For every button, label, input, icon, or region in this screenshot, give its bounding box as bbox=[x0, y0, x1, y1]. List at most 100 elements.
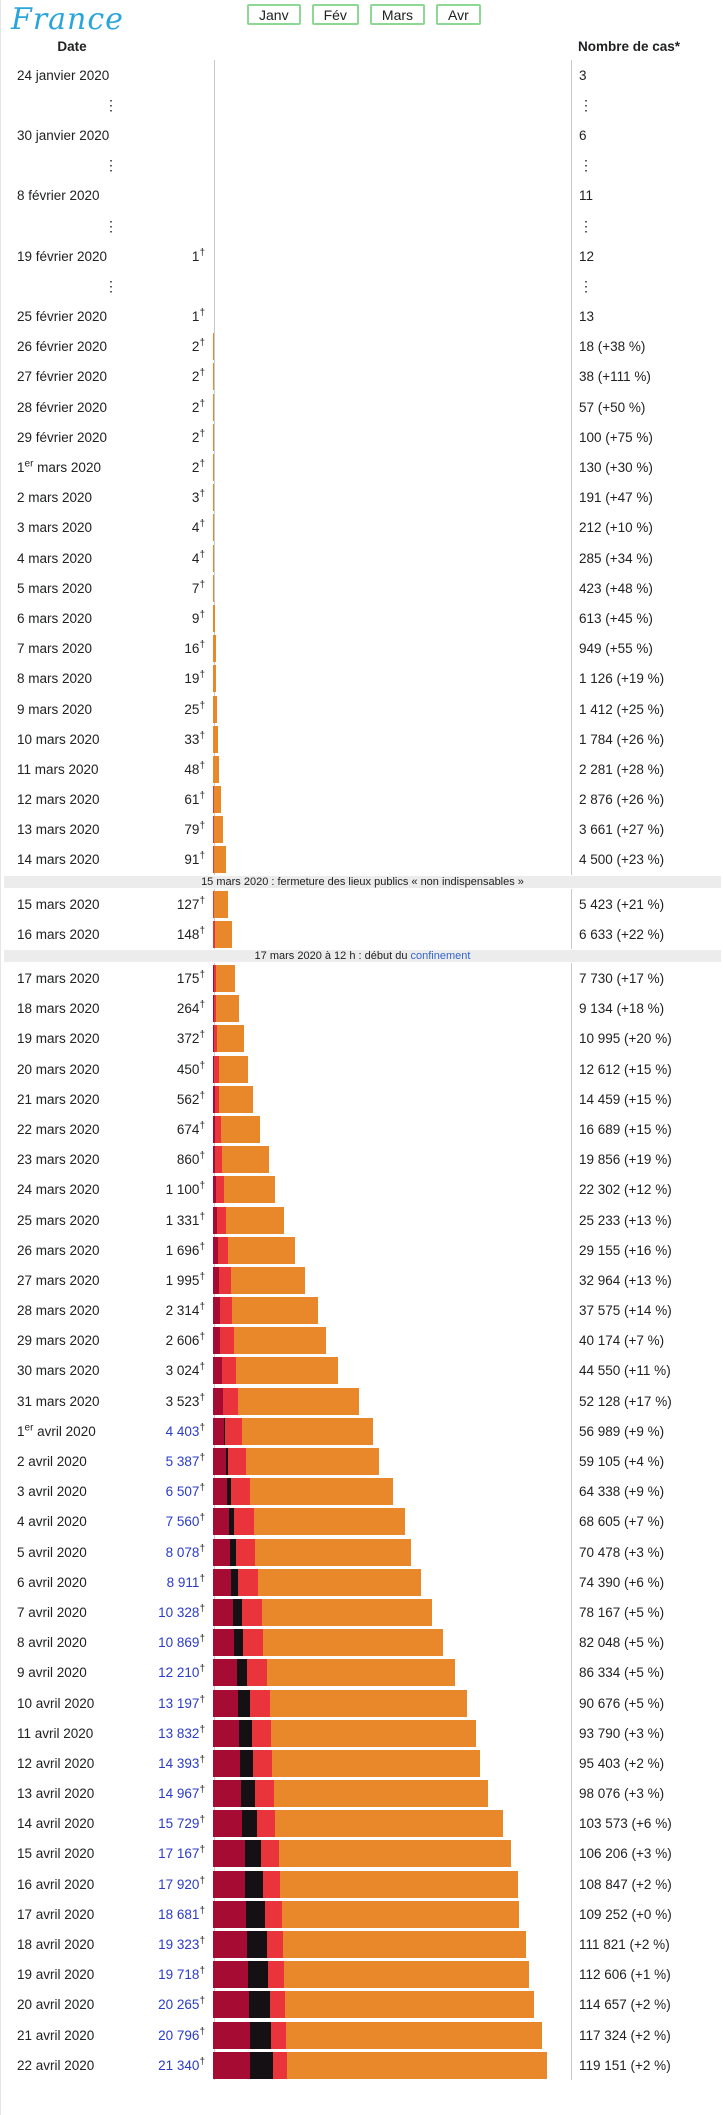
dagger-icon: † bbox=[199, 1935, 205, 1947]
death-toll[interactable]: 21 340† bbox=[158, 2057, 205, 2073]
bar-segment-black bbox=[250, 2051, 273, 2079]
cases-value: 1 126 (+19 %) bbox=[579, 671, 665, 687]
annotation-link[interactable]: confinement bbox=[410, 950, 471, 963]
death-toll-number[interactable]: 8 078 bbox=[165, 1544, 200, 1560]
date-deaths-cell: 9 avril 2020 12 210† bbox=[1, 1658, 214, 1688]
death-toll[interactable]: 8 911† bbox=[166, 1574, 205, 1590]
death-toll-number[interactable]: 7 560 bbox=[165, 1514, 200, 1530]
column-divider-line bbox=[571, 963, 572, 994]
bar-cell bbox=[213, 543, 571, 574]
death-toll-number[interactable]: 10 869 bbox=[158, 1635, 200, 1651]
death-toll-number: 79 bbox=[184, 822, 200, 838]
death-toll-number[interactable]: 13 197 bbox=[158, 1695, 200, 1711]
death-toll[interactable]: 13 197† bbox=[158, 1695, 205, 1711]
cases-value: 52 128 (+17 %) bbox=[579, 1393, 672, 1409]
bar-segment-dark-red bbox=[213, 1538, 230, 1566]
death-toll[interactable]: 15 729† bbox=[158, 1815, 205, 1832]
death-toll-number[interactable]: 6 507 bbox=[165, 1484, 200, 1500]
date-label: 17 mars 2020 bbox=[17, 971, 100, 987]
month-button-fv[interactable]: Fév bbox=[311, 4, 359, 25]
death-toll[interactable]: 18 681† bbox=[158, 1906, 205, 1922]
date-deaths-cell: 26 mars 2020 1 696† bbox=[1, 1235, 214, 1265]
death-toll[interactable]: 12 210† bbox=[158, 1664, 205, 1681]
date-label: 15 mars 2020 bbox=[17, 896, 100, 912]
death-toll-number[interactable]: 15 729 bbox=[158, 1816, 200, 1832]
death-toll-number: 2 bbox=[191, 339, 200, 355]
bar-segment-orange bbox=[245, 1448, 379, 1476]
bar-segment-orange bbox=[213, 695, 217, 723]
death-toll-number[interactable]: 10 328 bbox=[158, 1604, 200, 1620]
death-toll-number[interactable]: 17 167 bbox=[158, 1846, 200, 1862]
date-deaths-cell: 11 avril 2020 13 832† bbox=[1, 1718, 214, 1748]
death-toll-number[interactable]: 13 832 bbox=[158, 1725, 200, 1741]
death-toll-number[interactable]: 19 323 bbox=[158, 1937, 200, 1953]
bar-cell bbox=[213, 724, 571, 755]
death-toll[interactable]: 19 323† bbox=[158, 1935, 205, 1953]
death-toll[interactable]: 4 403† bbox=[165, 1423, 205, 1439]
cases-bar bbox=[213, 574, 215, 602]
death-toll-number[interactable]: 12 210 bbox=[158, 1665, 200, 1681]
cases-bar bbox=[213, 2021, 542, 2049]
date-deaths-cell: 21 mars 2020 562† bbox=[1, 1084, 214, 1114]
death-toll-number[interactable]: 14 967 bbox=[158, 1786, 200, 1802]
death-toll[interactable]: 10 869† bbox=[158, 1634, 205, 1651]
dagger-icon: † bbox=[199, 1271, 205, 1283]
bar-segment-red bbox=[231, 1478, 250, 1506]
table-row: 17 avril 2020 18 681† 109 252 (+0 %) bbox=[1, 1899, 723, 1930]
death-toll-number[interactable]: 17 920 bbox=[158, 1876, 200, 1892]
month-button-mars[interactable]: Mars bbox=[369, 4, 426, 25]
bar-cell bbox=[213, 512, 571, 543]
death-toll[interactable]: 17 920† bbox=[158, 1876, 205, 1892]
death-toll-number[interactable]: 5 387 bbox=[165, 1454, 200, 1470]
cases-cell: 57 (+50 %) bbox=[571, 392, 723, 423]
bar-cell bbox=[214, 180, 571, 211]
death-toll-number[interactable]: 20 796 bbox=[158, 2027, 200, 2043]
death-toll-number: 9 bbox=[191, 610, 200, 626]
death-toll-number[interactable]: 14 393 bbox=[158, 1755, 200, 1771]
date-label: 5 avril 2020 bbox=[17, 1544, 87, 1560]
death-toll[interactable]: 20 265† bbox=[158, 1996, 205, 2013]
death-toll[interactable]: 10 328† bbox=[158, 1604, 205, 1620]
cases-bar bbox=[213, 1357, 338, 1385]
cases-value: 112 606 (+1 %) bbox=[579, 1967, 671, 1983]
death-toll-number[interactable]: 21 340 bbox=[158, 2057, 200, 2073]
bar-cell bbox=[213, 919, 571, 950]
death-toll-number[interactable]: 8 911 bbox=[166, 1574, 200, 1590]
death-toll[interactable]: 17 167† bbox=[158, 1845, 205, 1862]
month-button-avr[interactable]: Avr bbox=[436, 4, 481, 25]
death-toll-number[interactable]: 18 681 bbox=[158, 1906, 200, 1922]
death-toll[interactable]: 13 832† bbox=[158, 1725, 205, 1741]
axis-line bbox=[214, 150, 215, 181]
column-divider-line bbox=[571, 693, 572, 725]
cases-value: 285 (+34 %) bbox=[579, 550, 653, 566]
table-row: 8 mars 2020 19† 1 126 (+19 %) bbox=[1, 663, 723, 694]
cases-bar bbox=[213, 1115, 260, 1143]
date-deaths-cell: 22 mars 2020 674† bbox=[1, 1114, 214, 1144]
death-toll[interactable]: 14 967† bbox=[158, 1785, 205, 1802]
table-row: 16 avril 2020 17 920† 108 847 (+2 %) bbox=[1, 1869, 723, 1900]
date-label: 15 avril 2020 bbox=[17, 1846, 95, 1862]
death-toll[interactable]: 19 718† bbox=[158, 1966, 205, 1983]
bar-cell bbox=[213, 1989, 571, 2020]
death-toll[interactable]: 5 387† bbox=[165, 1453, 205, 1470]
death-toll-number[interactable]: 19 718 bbox=[158, 1967, 200, 1983]
death-toll[interactable]: 20 796† bbox=[158, 2027, 205, 2043]
bar-cell bbox=[213, 633, 571, 664]
month-filter-buttons: Janv Fév Mars Avr bbox=[247, 4, 481, 25]
death-toll-number[interactable]: 20 265 bbox=[158, 1997, 200, 2013]
death-toll[interactable]: 7 560† bbox=[165, 1513, 205, 1530]
death-toll[interactable]: 8 078† bbox=[165, 1544, 205, 1560]
date-deaths-cell: 2 mars 2020 3† bbox=[1, 483, 214, 513]
bar-segment-orange bbox=[213, 454, 214, 482]
death-toll[interactable]: 14 393† bbox=[158, 1755, 205, 1771]
bar-segment-orange bbox=[213, 423, 214, 451]
bar-cell bbox=[213, 482, 571, 513]
month-button-janv[interactable]: Janv bbox=[247, 4, 301, 25]
death-toll-number: 4 bbox=[191, 550, 200, 566]
death-toll: 3† bbox=[192, 489, 205, 505]
death-toll-number[interactable]: 4 403 bbox=[165, 1423, 200, 1439]
cases-bar bbox=[213, 725, 218, 753]
column-divider-line bbox=[571, 90, 572, 121]
death-toll[interactable]: 6 507† bbox=[165, 1483, 205, 1500]
cases-cell: 37 575 (+14 %) bbox=[571, 1295, 723, 1326]
